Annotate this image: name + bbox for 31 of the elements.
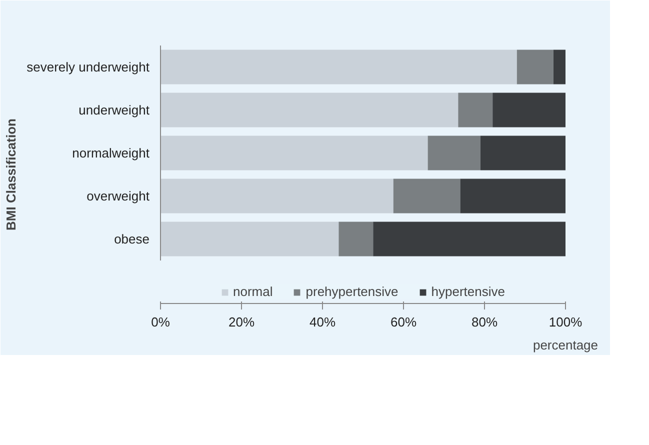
- legend-label: normal: [233, 284, 273, 299]
- bar: [160, 178, 394, 214]
- x-axis-title: percentage: [532, 338, 598, 352]
- bar: [338, 222, 374, 256]
- x-tick-label: 100%: [548, 314, 583, 330]
- bar: [492, 92, 566, 128]
- legend-label: prehypertensive: [306, 284, 398, 299]
- y-axis-title: BMI Classification: [4, 118, 19, 230]
- x-tick-label: 0%: [151, 314, 170, 330]
- bar: [480, 136, 566, 170]
- bar: [428, 136, 480, 170]
- bar: [373, 222, 566, 256]
- bar: [160, 92, 458, 128]
- bar: [160, 50, 517, 84]
- bar: [160, 136, 428, 170]
- y-tick-label: normalweight: [72, 146, 150, 160]
- x-tick-label: 40%: [309, 314, 336, 330]
- y-tick-label: underweight: [78, 102, 150, 118]
- y-tick-label: overweight: [86, 188, 150, 204]
- bar: [553, 50, 566, 84]
- x-tick-label: 60%: [390, 314, 417, 330]
- y-tick-label: obese: [114, 232, 150, 246]
- legend-label: hypertensive: [431, 284, 505, 299]
- bar: [460, 178, 566, 214]
- bar: [516, 50, 554, 84]
- bar: [393, 178, 460, 214]
- y-tick-label: severely underweight: [26, 60, 150, 74]
- bar: [458, 92, 493, 128]
- x-tick-label: 80%: [471, 314, 498, 330]
- bar: [160, 222, 339, 256]
- x-tick-label: 20%: [228, 314, 255, 330]
